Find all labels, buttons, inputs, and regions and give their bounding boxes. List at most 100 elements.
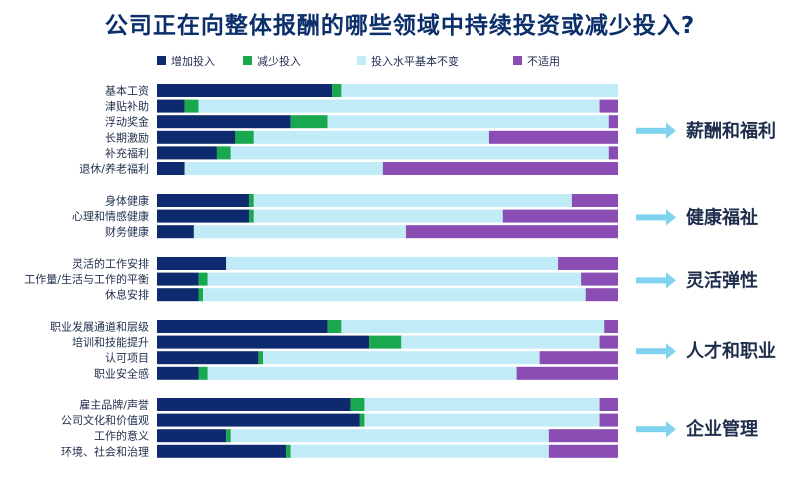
arrow-head-icon [666,209,676,226]
bar-segment [327,115,609,129]
bar-segment [157,130,236,144]
bar-segment [157,429,227,443]
category-label: 财务健康 [105,225,149,239]
bar-segment [539,351,618,365]
bar-segment [327,320,342,333]
legend-swatch [513,56,522,65]
group-arrow-icon [636,348,666,355]
bar-segment [157,194,250,207]
legend-swatch [357,56,366,65]
bar-segment [157,162,185,175]
bar-segment [364,413,600,427]
category-label: 公司文化和价值观 [61,413,149,427]
bar-segment [230,146,609,160]
category-label: 灵活的工作安排 [72,257,149,271]
bar-segment [226,429,231,443]
category-label: 心理和情感健康 [72,209,149,223]
bar-segment [157,146,217,160]
category-label: 浮动奖金 [105,115,149,129]
bar-segment [253,194,572,207]
bar-segment [157,413,360,427]
bar-segment [198,99,600,113]
bar-segment [249,209,254,223]
bar-segment [235,130,254,144]
bar-segment [341,84,618,97]
category-label: 长期激励 [105,130,149,144]
bar-segment [249,194,254,207]
category-label: 环境、社会和治理 [61,444,149,458]
legend-label: 增加投入 [171,54,215,68]
bar-segment [184,99,199,113]
bar-segment [157,115,291,129]
bar-segment [364,398,600,411]
bar-segment [599,335,618,349]
arrow-head-icon [666,122,676,139]
bar-segment [203,288,586,302]
bar-segment [369,335,402,349]
bar-segment [608,115,618,129]
bar-segment [193,225,406,239]
bar-segment [290,444,549,458]
bar-segment [157,320,328,333]
bar-segment [401,335,600,349]
bar-segment [516,366,618,380]
category-label: 身体健康 [105,194,149,208]
bar-segment [157,288,199,302]
group-arrow-icon [636,214,666,221]
chart-title: 公司正在向整体报酬的哪些领域中持续投资或减少投入? [104,13,696,39]
bar-segment [502,209,618,223]
bar-segment [359,413,365,427]
legend-label: 减少投入 [257,54,301,68]
bar-segment [548,429,618,443]
category-label: 认可项目 [105,352,149,365]
group-label: 灵活弹性 [686,269,758,291]
bar-segment [157,84,333,97]
arrow-head-icon [666,272,676,289]
arrow-head-icon [666,343,676,360]
bar-segment [599,99,618,113]
bar-segment [157,351,259,365]
bar-segment [207,366,517,380]
bar-segment [341,320,605,333]
category-label: 职业发展通道和层级 [50,320,149,334]
bar-segment [599,398,618,411]
bar-segment [253,130,489,144]
category-label: 雇主品牌/声誉 [79,398,149,412]
group-label: 企业管理 [685,418,758,440]
category-label: 退休/养老福利 [79,162,149,176]
bar-segment [604,320,618,333]
bar-segment [157,398,351,411]
group-label: 人才和职业 [686,340,776,362]
category-label: 基本工资 [105,84,149,98]
group-label: 健康福祉 [686,206,758,228]
bar-segment [230,429,549,443]
bar-segment [253,209,503,223]
legend-swatch [157,56,166,65]
bar-segment [350,398,365,411]
bar-segment [157,444,287,458]
category-label: 职业安全感 [94,366,149,380]
bar-segment [548,444,618,458]
category-label: 休息安排 [105,288,149,302]
bar-segment [157,225,194,239]
bar-segment [198,288,204,302]
category-label: 工作的意义 [94,429,149,443]
bar-segment [157,99,185,113]
bar-segment [581,272,618,286]
category-label: 工作量/生活与工作的平衡 [24,272,149,286]
bar-segment [290,115,328,129]
bar-segment [157,335,370,349]
group-label: 薪酬和福利 [686,120,776,142]
bar-segment [332,84,342,97]
bar-segment [571,194,618,207]
arrow-head-icon [666,421,676,438]
bar-segment [258,351,264,365]
bar-segment [286,444,291,458]
bar-segment [207,272,582,286]
bar-segment [184,162,383,175]
group-arrow-icon [636,127,666,134]
bar-segment [608,146,618,160]
bar-segment [157,257,227,270]
